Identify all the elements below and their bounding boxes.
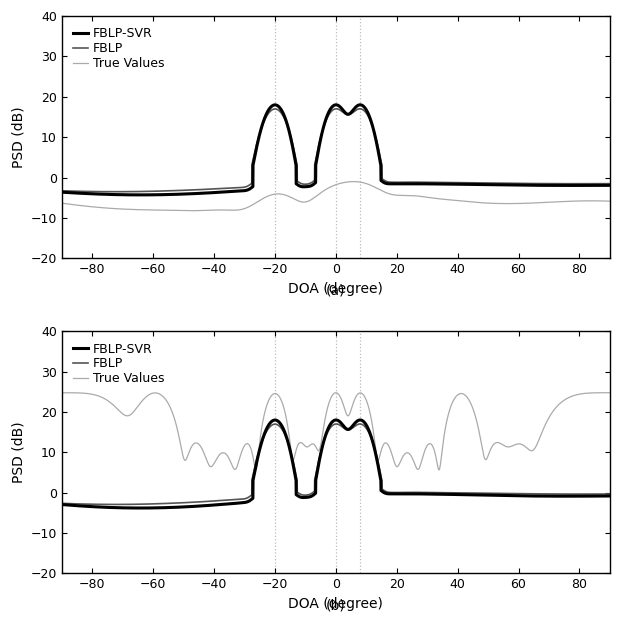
Text: (b): (b) bbox=[326, 599, 346, 613]
Y-axis label: PSD (dB): PSD (dB) bbox=[11, 422, 25, 483]
Y-axis label: PSD (dB): PSD (dB) bbox=[11, 106, 25, 168]
Legend: FBLP-SVR, FBLP, True Values: FBLP-SVR, FBLP, True Values bbox=[68, 338, 170, 390]
X-axis label: DOA (degree): DOA (degree) bbox=[289, 597, 383, 611]
Legend: FBLP-SVR, FBLP, True Values: FBLP-SVR, FBLP, True Values bbox=[68, 22, 170, 75]
X-axis label: DOA (degree): DOA (degree) bbox=[289, 282, 383, 295]
Text: (a): (a) bbox=[326, 284, 346, 298]
